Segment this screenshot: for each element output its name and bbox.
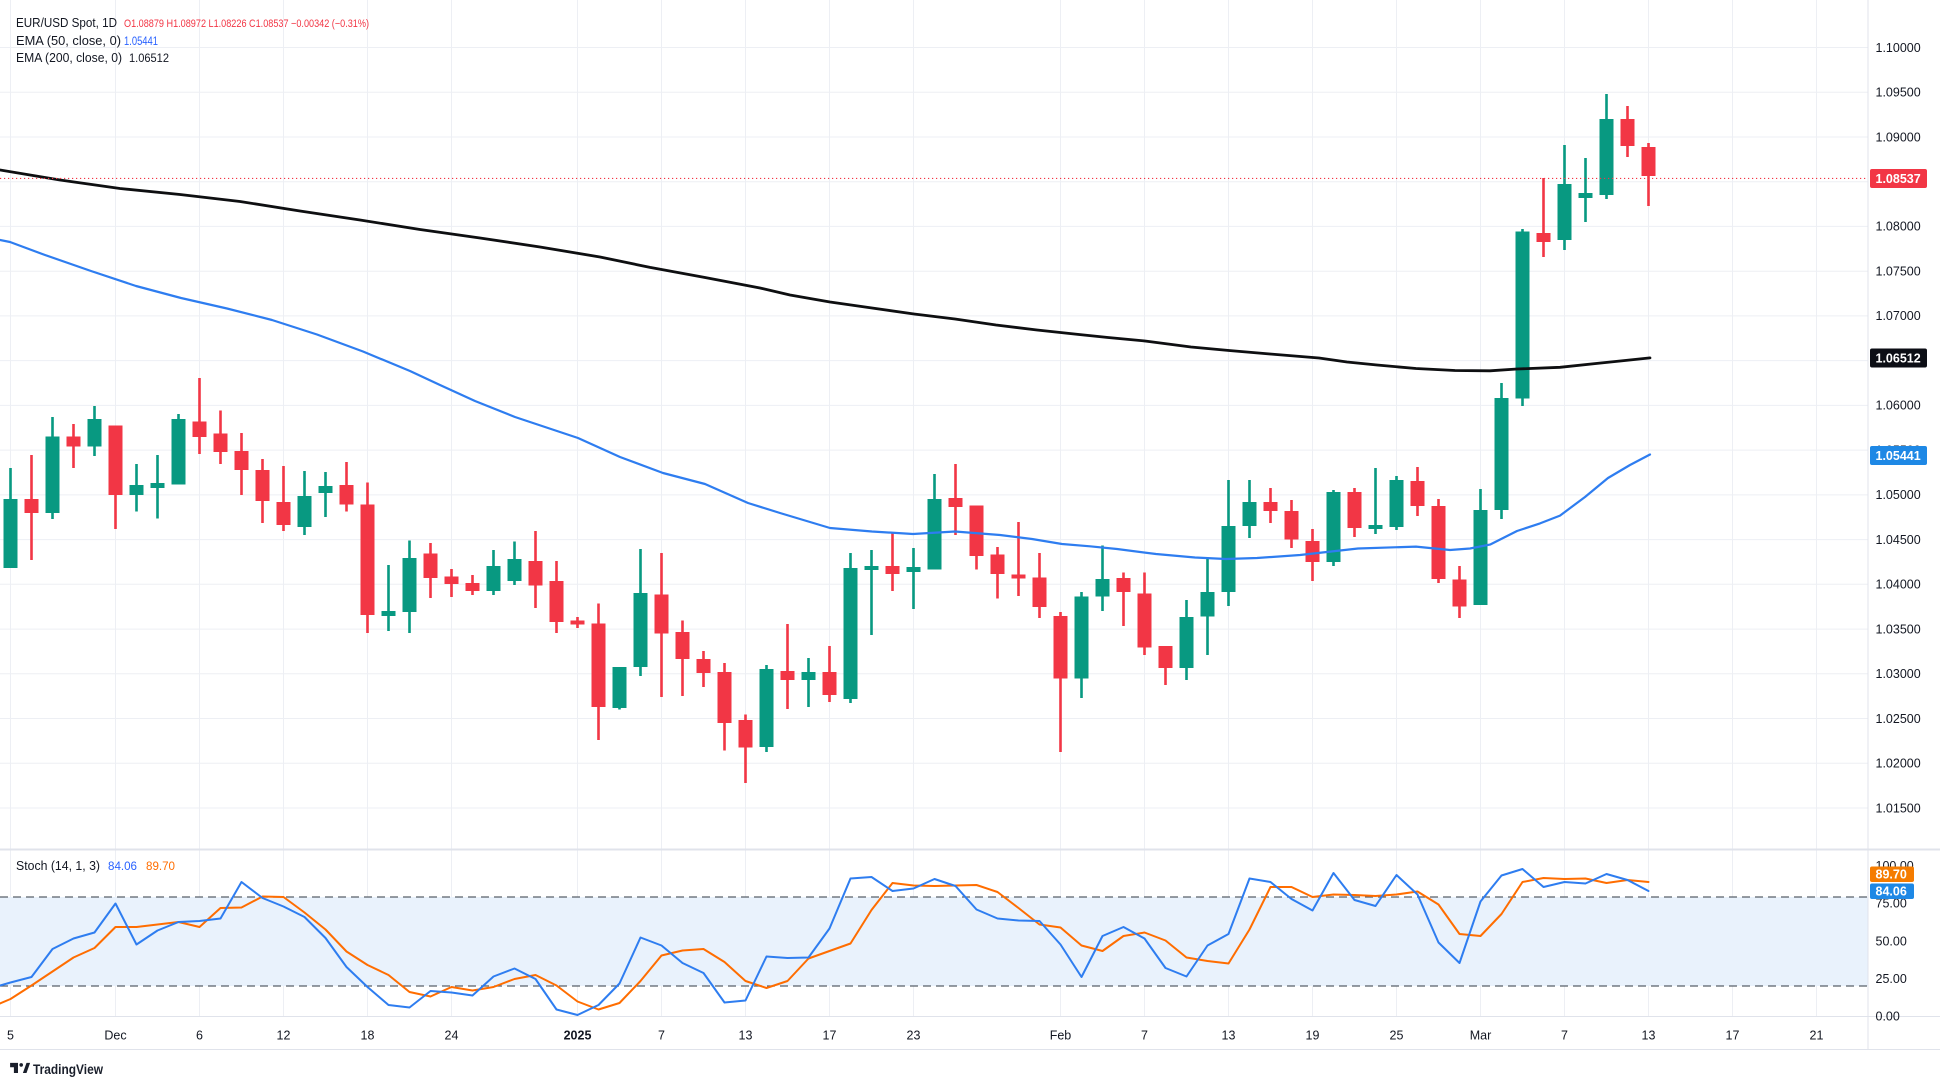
svg-text:1.02500: 1.02500 xyxy=(1876,712,1921,726)
svg-text:13: 13 xyxy=(1642,1029,1656,1043)
svg-text:84.06: 84.06 xyxy=(108,861,137,873)
svg-text:75.00: 75.00 xyxy=(1876,897,1907,911)
svg-text:1.05441: 1.05441 xyxy=(124,36,158,48)
svg-text:1.06512: 1.06512 xyxy=(1876,351,1921,365)
svg-text:17: 17 xyxy=(823,1029,837,1043)
svg-text:Feb: Feb xyxy=(1050,1029,1072,1043)
svg-text:1.08000: 1.08000 xyxy=(1876,220,1921,234)
svg-text:1.06512: 1.06512 xyxy=(129,53,169,65)
svg-text:1.05441: 1.05441 xyxy=(1876,449,1921,463)
svg-text:25: 25 xyxy=(1390,1029,1404,1043)
svg-text:7: 7 xyxy=(1141,1029,1148,1043)
svg-text:7: 7 xyxy=(658,1029,665,1043)
svg-text:5: 5 xyxy=(7,1029,14,1043)
svg-text:TradingView: TradingView xyxy=(33,1062,103,1077)
svg-text:1.04500: 1.04500 xyxy=(1876,533,1921,547)
svg-text:Dec: Dec xyxy=(104,1029,126,1043)
svg-text:89.70: 89.70 xyxy=(1876,868,1907,882)
svg-text:12: 12 xyxy=(277,1029,291,1043)
svg-text:1.03000: 1.03000 xyxy=(1876,667,1921,681)
svg-text:EUR/USD Spot, 1D: EUR/USD Spot, 1D xyxy=(16,16,117,30)
svg-text:Stoch (14, 1, 3): Stoch (14, 1, 3) xyxy=(16,859,100,873)
svg-text:2025: 2025 xyxy=(564,1029,592,1043)
svg-text:24: 24 xyxy=(445,1029,459,1043)
svg-text:0.00: 0.00 xyxy=(1876,1010,1900,1024)
svg-text:17: 17 xyxy=(1726,1029,1740,1043)
svg-text:23: 23 xyxy=(907,1029,921,1043)
svg-text:1.04000: 1.04000 xyxy=(1876,578,1921,592)
svg-text:Mar: Mar xyxy=(1470,1029,1492,1043)
svg-text:1.07000: 1.07000 xyxy=(1876,309,1921,323)
svg-text:EMA (200, close, 0): EMA (200, close, 0) xyxy=(16,51,122,65)
svg-text:21: 21 xyxy=(1810,1029,1824,1043)
svg-text:EMA (50, close, 0): EMA (50, close, 0) xyxy=(16,34,121,48)
svg-text:1.07500: 1.07500 xyxy=(1876,265,1921,279)
svg-text:89.70: 89.70 xyxy=(146,861,175,873)
svg-text:O1.08879 H1.08972 L1.08226 C1.: O1.08879 H1.08972 L1.08226 C1.08537 −0.0… xyxy=(124,18,369,30)
svg-text:1.01500: 1.01500 xyxy=(1876,801,1921,815)
svg-text:1.06000: 1.06000 xyxy=(1876,399,1921,413)
svg-text:19: 19 xyxy=(1306,1029,1320,1043)
svg-text:1.03500: 1.03500 xyxy=(1876,622,1921,636)
svg-text:13: 13 xyxy=(1222,1029,1236,1043)
svg-text:1.09000: 1.09000 xyxy=(1876,130,1921,144)
svg-text:1.09500: 1.09500 xyxy=(1876,86,1921,100)
svg-text:50.00: 50.00 xyxy=(1876,934,1907,948)
svg-text:1.10000: 1.10000 xyxy=(1876,41,1921,55)
svg-text:1.08537: 1.08537 xyxy=(1876,172,1921,186)
svg-text:7: 7 xyxy=(1561,1029,1568,1043)
svg-text:6: 6 xyxy=(196,1029,203,1043)
svg-text:1.02000: 1.02000 xyxy=(1876,757,1921,771)
svg-text:18: 18 xyxy=(361,1029,375,1043)
svg-text:1.05000: 1.05000 xyxy=(1876,488,1921,502)
svg-text:25.00: 25.00 xyxy=(1876,972,1907,986)
svg-text:84.06: 84.06 xyxy=(1876,885,1907,899)
svg-text:13: 13 xyxy=(739,1029,753,1043)
